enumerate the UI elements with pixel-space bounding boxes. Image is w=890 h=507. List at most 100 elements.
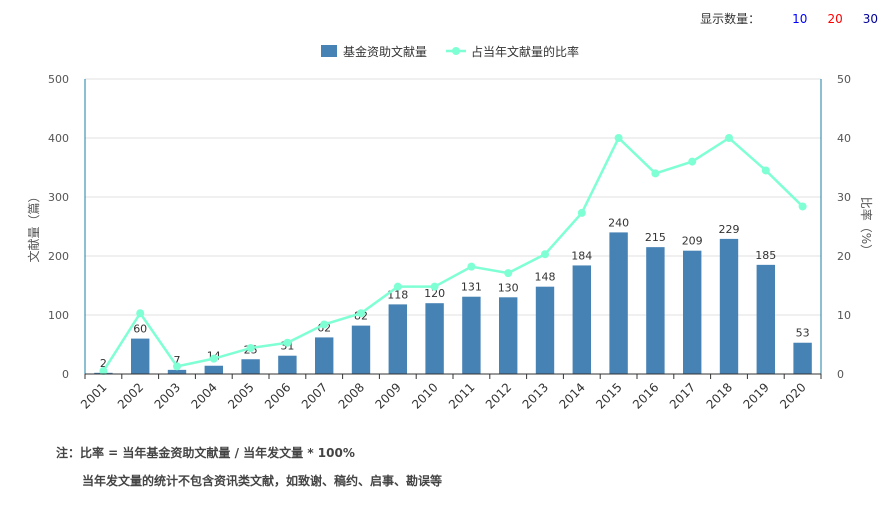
bar-series: 2607142531628211812013113014818424021520…: [94, 216, 812, 374]
ratio-point: [761, 166, 770, 175]
x-tick-label: 2020: [777, 380, 808, 411]
bar: [167, 369, 187, 374]
bar-value-label: 148: [535, 271, 556, 284]
x-tick-label: 2019: [740, 380, 771, 411]
bar-value-label: 130: [498, 281, 519, 294]
bar-value-label: 131: [461, 281, 482, 294]
ratio-point: [99, 367, 108, 376]
y-left-tick-label: 0: [62, 368, 69, 381]
ratio-point: [393, 282, 402, 291]
ratio-point: [688, 157, 697, 166]
note-exclusions: 当年发文量的统计不包含资讯类文献，如致谢、稿约、启事、勘误等: [82, 474, 443, 488]
bar: [719, 238, 739, 374]
bar: [351, 325, 371, 374]
legend-label-bar: 基金资助文献量: [343, 44, 427, 59]
y-right-tick-label: 30: [837, 191, 851, 204]
bar-value-label: 240: [608, 216, 629, 229]
x-tick-label: 2018: [704, 380, 735, 411]
bar-value-label: 185: [755, 249, 776, 262]
x-tick-label: 2012: [483, 380, 514, 411]
ratio-point: [173, 362, 181, 371]
y-left-axis-title: 文献量（篇）: [26, 190, 41, 262]
bar: [535, 286, 555, 374]
bar-value-label: 184: [571, 249, 592, 262]
bar-value-label: 120: [424, 287, 445, 300]
x-tick-label: 2009: [372, 380, 403, 411]
display-count-label: 显示数量：: [700, 12, 761, 26]
bar: [462, 296, 481, 374]
ratio-point: [577, 208, 586, 217]
display-count-option-10[interactable]: 10: [792, 11, 808, 26]
x-tick-label: 2002: [115, 380, 146, 411]
ratio-point: [209, 354, 218, 363]
x-tick-label: 2007: [299, 380, 330, 411]
x-tick-label: 2008: [336, 380, 367, 411]
legend-swatch-marker: [452, 47, 460, 55]
bar: [131, 338, 150, 374]
ratio-point: [467, 262, 476, 271]
bar-value-label: 229: [719, 223, 740, 236]
x-tick-label: 2005: [225, 380, 256, 411]
bar: [572, 265, 591, 374]
bar: [756, 264, 775, 374]
bar-value-label: 2: [100, 357, 107, 370]
x-tick-label: 2014: [556, 380, 587, 411]
x-tick-label: 2010: [409, 380, 440, 411]
legend: 基金资助文献量 占当年文献量的比率: [321, 44, 579, 59]
line-series: [99, 134, 807, 376]
note-ratio-formula: 注：比率 = 当年基金资助文献量 / 当年发文量 * 100%: [56, 446, 355, 460]
funding-chart: 2607142531628211812013113014818424021520…: [26, 44, 874, 412]
bar: [241, 359, 260, 374]
y-left-tick-label: 500: [48, 73, 69, 86]
x-tick-label: 2015: [593, 380, 624, 411]
bar: [793, 342, 812, 374]
y-right-tick-label: 10: [837, 309, 851, 322]
ratio-point: [614, 134, 623, 142]
ratio-line: [102, 135, 804, 372]
x-tick-label: 2013: [520, 380, 551, 411]
y-right-tick-label: 20: [837, 250, 851, 263]
bar: [499, 297, 518, 374]
ratio-point: [651, 169, 660, 178]
bar: [683, 250, 702, 374]
y-left-tick-label: 400: [48, 132, 69, 145]
ratio-point: [798, 202, 807, 211]
bar: [315, 337, 334, 374]
legend-item-bar[interactable]: 基金资助文献量: [321, 44, 427, 59]
legend-label-line: 占当年文献量的比率: [471, 44, 579, 59]
ratio-point: [136, 309, 145, 318]
bar-value-label: 209: [682, 235, 703, 248]
bar: [609, 232, 628, 374]
x-tick-label: 2016: [630, 380, 661, 411]
legend-item-line[interactable]: 占当年文献量的比率: [446, 44, 579, 59]
y-left-tick-label: 200: [48, 250, 69, 263]
x-tick-label: 2004: [188, 380, 219, 411]
ratio-point: [246, 344, 255, 353]
ratio-point: [320, 320, 329, 329]
ratio-point: [504, 269, 513, 278]
y-left-tick-label: 100: [48, 309, 69, 322]
ratio-point: [725, 134, 733, 142]
x-tick-label: 2017: [667, 380, 698, 411]
x-tick-label: 2001: [78, 380, 109, 411]
ratio-point: [283, 338, 292, 347]
x-tick-label: 2006: [262, 380, 293, 411]
bar: [278, 355, 297, 374]
display-count-option-20[interactable]: 20: [827, 11, 843, 26]
display-count-control: 显示数量： 10 20 30: [700, 10, 878, 27]
y-right-axis-title: 比率（%）: [859, 197, 874, 256]
y-right-tick-label: 0: [837, 368, 844, 381]
bar-value-label: 53: [796, 327, 810, 340]
x-tick-label: 2003: [152, 380, 183, 411]
bar: [204, 365, 223, 374]
bar: [425, 303, 444, 374]
bar-value-label: 7: [174, 354, 181, 367]
ratio-point: [430, 282, 439, 291]
ratio-point: [357, 309, 365, 318]
ratio-point: [541, 250, 549, 259]
x-tick-label: 2011: [446, 380, 477, 411]
display-count-option-30[interactable]: 30: [862, 11, 878, 26]
bar: [646, 247, 665, 374]
legend-swatch-bar: [321, 45, 337, 57]
